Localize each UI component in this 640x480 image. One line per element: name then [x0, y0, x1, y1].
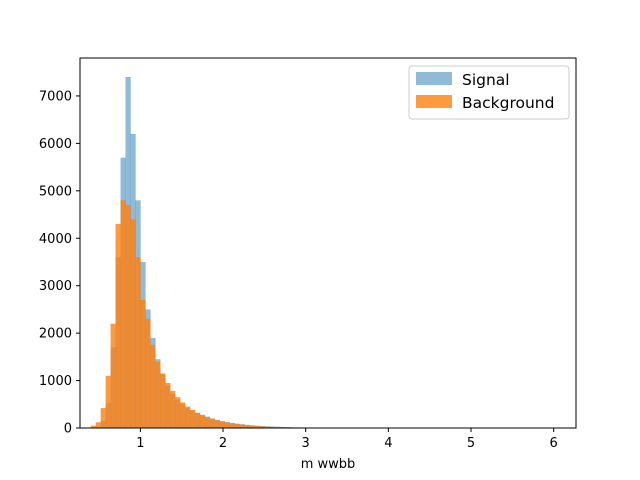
background-bar — [249, 425, 255, 428]
x-tick-label: 1 — [136, 436, 144, 451]
background-bar — [180, 402, 186, 428]
plot-frame — [79, 57, 577, 429]
legend-swatch-background — [416, 95, 452, 108]
x-tick-label: 5 — [467, 436, 475, 451]
y-tick-label: 5000 — [39, 184, 72, 199]
background-bar — [130, 219, 136, 428]
background-bar — [264, 426, 270, 428]
background-bar — [234, 423, 240, 428]
background-bar — [209, 418, 216, 428]
background-bar — [184, 406, 191, 428]
background-bar — [115, 224, 121, 428]
background-bar — [110, 323, 116, 428]
legend: Signal Background — [408, 65, 570, 120]
background-bar — [100, 408, 106, 428]
background-bar — [150, 344, 156, 428]
background-bar — [204, 417, 211, 428]
background-bar — [229, 423, 235, 428]
background-bar — [194, 412, 201, 428]
background-bar — [244, 425, 250, 428]
background-bar — [140, 299, 146, 428]
background-bar — [160, 373, 166, 428]
background-bar — [155, 361, 161, 428]
background-bar — [90, 425, 97, 428]
background-bar — [224, 422, 230, 428]
background-bar — [189, 409, 196, 428]
y-tick-label: 2000 — [39, 327, 72, 342]
background-series — [90, 200, 345, 428]
background-bar — [269, 426, 275, 428]
background-bar — [105, 375, 111, 428]
background-bar — [125, 205, 131, 428]
background-bar — [259, 426, 265, 428]
y-tick-label: 1000 — [39, 374, 72, 389]
background-bar — [199, 415, 206, 428]
y-tick-label: 3000 — [39, 279, 72, 294]
y-tick-label: 0 — [64, 422, 72, 437]
background-bar — [239, 424, 245, 428]
x-tick-label: 6 — [550, 436, 558, 451]
background-bar — [214, 420, 221, 428]
y-axis: 0 1000 2000 3000 4000 5000 6000 7000 — [39, 89, 80, 437]
y-tick-label: 7000 — [39, 89, 72, 104]
legend-label-signal: Signal — [462, 71, 510, 89]
y-tick-label: 4000 — [39, 232, 72, 247]
background-bar — [145, 318, 151, 428]
background-bar — [165, 382, 171, 428]
background-bar — [95, 422, 101, 428]
background-bar — [219, 421, 225, 428]
background-bar — [170, 391, 176, 428]
y-tick-label: 6000 — [39, 137, 72, 152]
x-axis: 1 2 3 4 5 6 — [136, 428, 558, 451]
x-tick-label: 2 — [219, 436, 227, 451]
legend-swatch-signal — [416, 72, 452, 85]
legend-label-background: Background — [462, 94, 554, 112]
background-bar — [120, 200, 126, 428]
x-tick-label: 4 — [384, 436, 392, 451]
x-axis-label: m wwbb — [301, 457, 356, 472]
x-tick-label: 3 — [302, 436, 310, 451]
background-bar — [175, 397, 181, 428]
background-bar — [135, 257, 141, 428]
background-bar — [254, 426, 260, 428]
